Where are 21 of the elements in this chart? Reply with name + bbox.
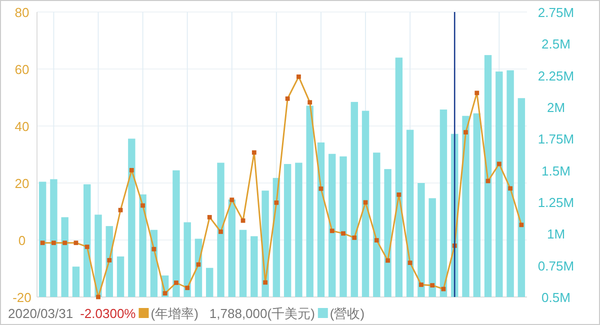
y-tick-label: 20: [14, 176, 30, 191]
y2-tick-label: 1.5M: [542, 163, 570, 178]
y2-tick-label: 0.75M: [538, 258, 574, 274]
legend-label: (年增率): [150, 306, 198, 321]
y2-tick-label: 1.25M: [538, 195, 574, 210]
y2-tick-label: 1.75M: [538, 132, 574, 147]
y-tick-label: 80: [14, 5, 30, 20]
y2-tick-label: 1M: [546, 226, 566, 242]
y-tick-label: -20: [12, 290, 32, 305]
text: -2.0300%: [80, 306, 136, 321]
y-tick-label: 60: [14, 62, 30, 77]
y-tick-label: 0: [18, 233, 26, 248]
y2-tick-label: 2.5M: [542, 36, 570, 52]
y-tick-label: 40: [14, 119, 30, 134]
y2-tick-label: 2.75M: [538, 5, 574, 20]
y2-tick-label: 2.25M: [538, 68, 574, 84]
text: 2020/03/31: [8, 306, 74, 321]
y2-tick-label: 2M: [546, 100, 566, 115]
legend-label: (營收): [330, 306, 365, 321]
y2-tick-label: 0.5M: [542, 290, 570, 305]
text: 1,788,000(千美元): [209, 306, 315, 321]
